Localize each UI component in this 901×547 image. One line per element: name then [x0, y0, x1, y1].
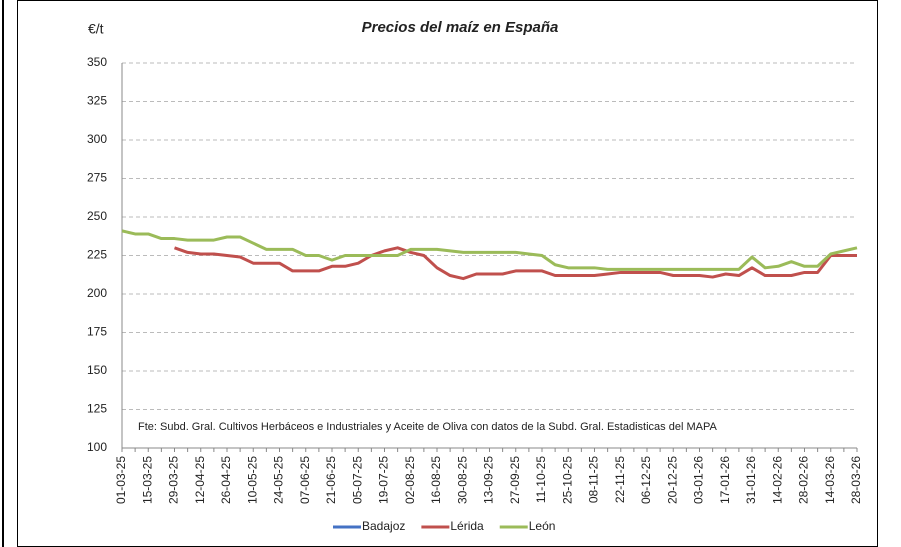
x-tick-label: 13-09-25 — [482, 456, 496, 504]
x-tick-label: 30-08-25 — [455, 456, 469, 504]
x-tick-label: 15-03-25 — [140, 456, 154, 504]
x-tick-label: 26-04-25 — [219, 456, 233, 504]
x-tick-label: 21-06-25 — [324, 456, 338, 504]
x-tick-label: 11-10-25 — [534, 456, 548, 503]
y-tick-label: 150 — [87, 363, 107, 377]
annotation: Fte: Subd. Gral. Cultivos Herbáceos e In… — [138, 421, 717, 433]
y-axis-label: €/t — [88, 21, 104, 37]
y-tick-label: 125 — [87, 402, 107, 416]
y-tick-label: 225 — [87, 248, 107, 262]
x-tick-label: 14-02-26 — [770, 456, 784, 504]
y-tick-label: 350 — [87, 55, 107, 69]
x-tick-label: 05-07-25 — [350, 456, 364, 504]
x-tick-label: 28-02-26 — [797, 456, 811, 504]
y-tick-label: 250 — [87, 209, 107, 223]
x-tick-label: 25-10-25 — [560, 456, 574, 504]
x-tick-label: 20-12-25 — [665, 456, 679, 504]
series-line — [174, 246, 857, 281]
y-tick-label: 275 — [87, 171, 107, 185]
x-tick-label: 06-12-25 — [639, 456, 653, 504]
series-line — [121, 229, 858, 271]
x-tick-label: 17-01-26 — [718, 456, 732, 504]
x-tick-label: 22-11-25 — [613, 456, 627, 503]
x-tick-label: 12-04-25 — [193, 456, 207, 504]
x-tick-label: 08-11-25 — [587, 456, 601, 503]
x-tick-label: 16-08-25 — [429, 456, 443, 504]
y-tick-label: 300 — [87, 132, 107, 146]
x-tick-label: 14-03-26 — [823, 456, 837, 504]
y-tick-label: 200 — [87, 286, 107, 300]
x-tick-label: 01-03-25 — [114, 456, 128, 504]
x-tick-label: 02-08-25 — [403, 456, 417, 504]
x-tick-label: 19-07-25 — [377, 456, 391, 504]
x-tick-label: 07-06-25 — [298, 456, 312, 504]
y-tick-label: 175 — [87, 325, 107, 339]
legend-label: Lérida — [450, 519, 484, 533]
x-tick-label: 31-01-26 — [744, 456, 758, 504]
x-tick-label: 24-05-25 — [272, 456, 286, 504]
x-tick-label: 10-05-25 — [245, 456, 259, 504]
y-tick-label: 325 — [87, 94, 107, 108]
y-tick-label: 100 — [87, 440, 107, 454]
chart-title: Precios del maíz en España — [362, 19, 559, 36]
legend-label: Badajoz — [362, 519, 405, 533]
x-tick-label: 29-03-25 — [167, 456, 181, 504]
x-tick-label: 28-03-26 — [849, 456, 863, 504]
x-tick-label: 03-01-26 — [692, 456, 706, 504]
x-tick-label: 27-09-25 — [508, 456, 522, 504]
legend-label: León — [529, 519, 556, 533]
